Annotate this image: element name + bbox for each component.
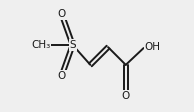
Text: O: O: [57, 71, 66, 81]
Text: CH₃: CH₃: [31, 40, 51, 50]
Text: O: O: [122, 91, 130, 101]
Text: S: S: [69, 40, 76, 50]
Text: OH: OH: [145, 42, 161, 52]
Text: O: O: [57, 9, 66, 19]
